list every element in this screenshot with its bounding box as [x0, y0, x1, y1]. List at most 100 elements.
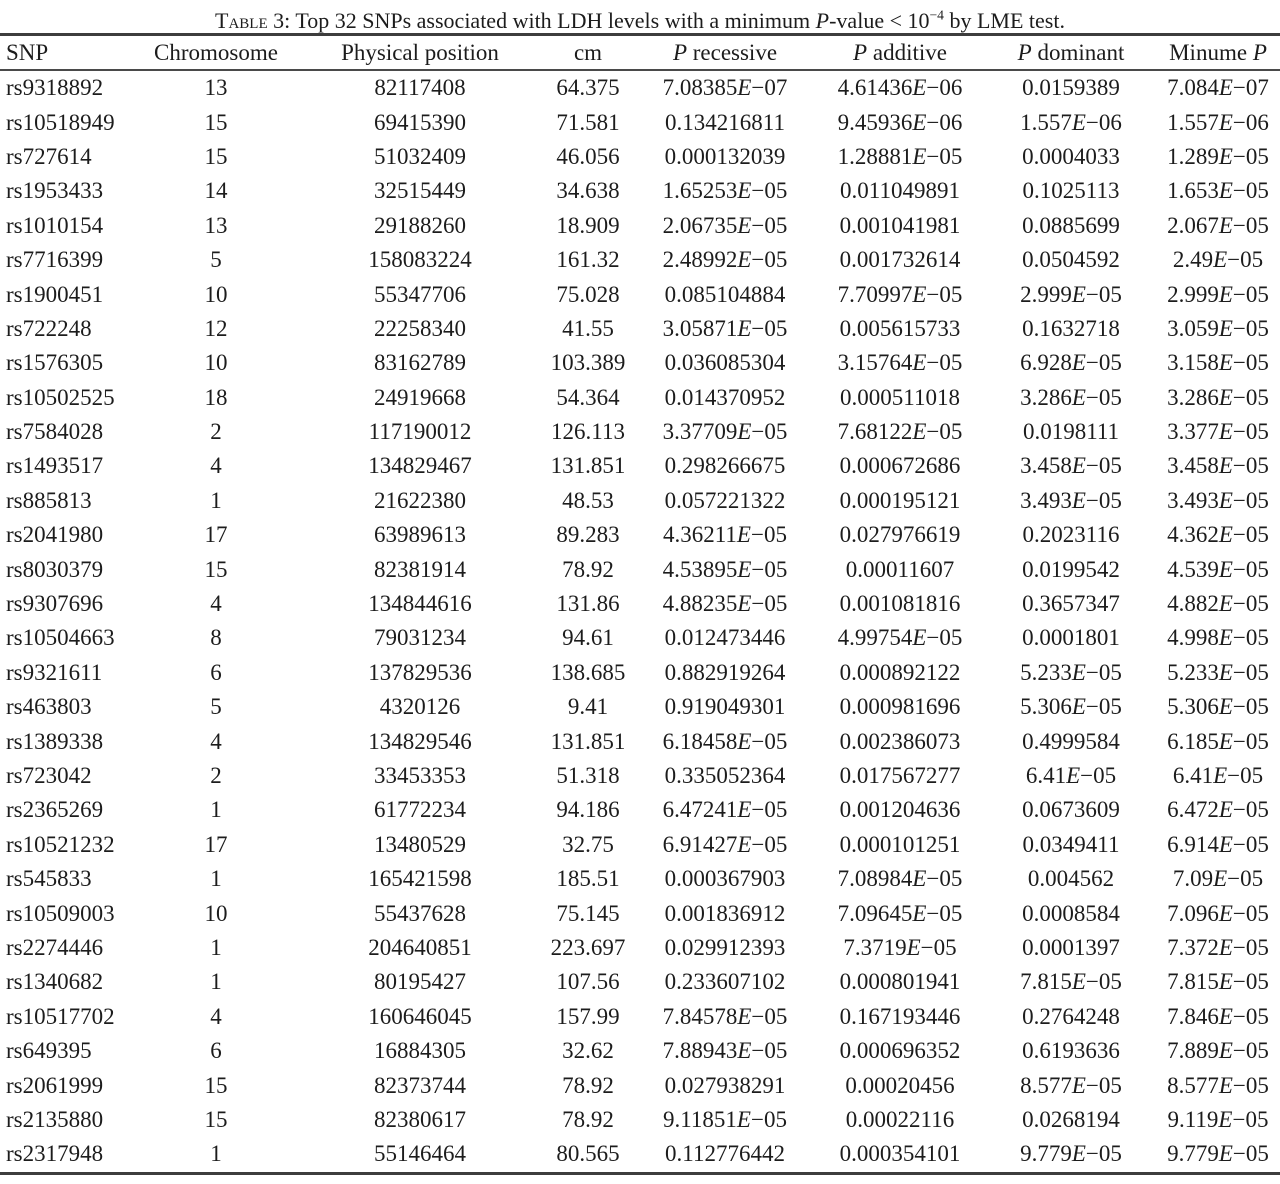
table-row: rs7584028 2 117190012 126.113 3.37709E−05 7.6…	[0, 415, 1280, 449]
column-header-p-recessive: P recessive	[636, 34, 814, 71]
cell-chromosome: 1	[210, 1141, 222, 1167]
cell-p-recessive: 6.91427E−05	[662, 831, 788, 857]
cell-cm: 75.028	[556, 281, 620, 307]
cell-minume-p: 4.998E−05	[1167, 625, 1269, 651]
cell-cm: 94.61	[562, 625, 614, 651]
cell-chromosome: 4	[210, 728, 222, 754]
table-caption: Table 3: Top 32 SNPs associated with LDH…	[215, 7, 1065, 33]
cell-p-recessive: 0.029912393	[664, 934, 786, 960]
table-row: rs723042 2 33453353 51.318 0.335052364 0.0175…	[0, 759, 1280, 793]
cell-snp: rs1953433	[6, 178, 104, 204]
cell-chromosome: 1	[210, 934, 222, 960]
cell-minume-p: 3.286E−05	[1167, 384, 1269, 410]
column-header-cm: cm	[540, 34, 636, 71]
cell-minume-p: 2.999E−05	[1167, 281, 1269, 307]
cell-cm: 32.62	[562, 1038, 614, 1064]
cell-p-recessive: 0.298266675	[664, 453, 786, 479]
cell-p-recessive: 3.37709E−05	[662, 419, 788, 445]
table-row: rs2135880 15 82380617 78.92 9.11851E−05 0.000…	[0, 1103, 1280, 1137]
cell-physical-position: 82117408	[374, 75, 466, 101]
cell-minume-p: 7.846E−05	[1167, 1003, 1269, 1029]
header-row: SNP Chromosome Physical position cm P recess…	[0, 34, 1280, 71]
cell-p-additive: 7.08984E−05	[837, 866, 963, 892]
cell-p-additive: 0.011049891	[840, 178, 960, 204]
cell-p-dominant: 0.3657347	[1022, 591, 1120, 617]
cell-snp: rs10518949	[6, 109, 115, 135]
cell-snp: rs649395	[6, 1038, 92, 1064]
cell-p-recessive: 0.014370952	[664, 384, 786, 410]
cell-chromosome: 4	[210, 1003, 222, 1029]
cell-physical-position: 16884305	[374, 1038, 466, 1064]
cell-p-dominant: 0.0198111	[1022, 419, 1120, 445]
cell-minume-p: 7.084E−07	[1167, 75, 1269, 101]
column-header-snp: SNP	[0, 34, 132, 71]
cell-p-additive: 4.61436E−06	[837, 75, 963, 101]
cell-p-additive: 0.017567277	[839, 763, 961, 788]
cell-cm: 94.186	[556, 797, 620, 823]
cell-cm: 89.283	[556, 522, 620, 548]
table-row: rs10517702 4 160646045 157.99 7.84578E−05 0.1…	[0, 1000, 1280, 1034]
cell-p-recessive: 0.085104884	[664, 281, 786, 307]
cell-chromosome: 10	[204, 350, 228, 376]
cell-p-additive: 7.68122E−05	[837, 419, 963, 445]
cell-p-dominant: 3.493E−05	[1020, 487, 1122, 513]
cell-p-dominant: 0.0673609	[1022, 797, 1120, 823]
cell-chromosome: 4	[210, 453, 222, 479]
cell-cm: 138.685	[550, 659, 626, 685]
cell-chromosome: 5	[210, 694, 222, 720]
cell-p-dominant: 3.458E−05	[1020, 453, 1122, 479]
cell-p-recessive: 6.47241E−05	[662, 797, 788, 823]
cell-minume-p: 5.306E−05	[1167, 694, 1269, 720]
cell-p-recessive: 3.05871E−05	[662, 315, 788, 341]
cell-p-recessive: 4.88235E−05	[662, 591, 788, 617]
cell-p-dominant: 0.6193636	[1022, 1038, 1120, 1064]
cell-physical-position: 55347706	[374, 281, 466, 307]
column-header-p-additive: P additive	[814, 34, 986, 71]
table-row: rs2365269 1 61772234 94.186 6.47241E−05 0.001…	[0, 793, 1280, 827]
table-row: rs7716399 5 158083224 161.32 2.48992E−05 0.00…	[0, 243, 1280, 277]
cell-p-additive: 0.001204636	[839, 797, 961, 823]
cell-minume-p: 7.815E−05	[1167, 969, 1269, 995]
cell-chromosome: 15	[204, 143, 228, 169]
cell-chromosome: 1	[210, 487, 222, 513]
cell-chromosome: 14	[204, 178, 228, 204]
column-header-minume-p: Minume P	[1156, 34, 1280, 71]
cell-p-recessive: 2.48992E−05	[662, 247, 788, 273]
cell-minume-p: 5.233E−05	[1167, 659, 1269, 685]
cell-physical-position: 61772234	[374, 797, 466, 823]
cell-chromosome: 5	[210, 247, 222, 273]
cell-snp: rs10521232	[6, 831, 115, 857]
cell-cm: 32.75	[562, 831, 614, 857]
cell-p-additive: 9.45936E−06	[837, 109, 963, 135]
cell-cm: 34.638	[556, 178, 620, 204]
table-row: rs1493517 4 134829467 131.851 0.298266675 0.0…	[0, 449, 1280, 483]
cell-cm: 161.32	[556, 247, 620, 273]
cell-chromosome: 4	[210, 591, 222, 617]
table-row: rs2061999 15 82373744 78.92 0.027938291 0.000…	[0, 1068, 1280, 1102]
cell-physical-position: 33453353	[374, 763, 466, 788]
cell-p-recessive: 0.134216811	[665, 109, 785, 135]
cell-snp: rs722248	[6, 315, 92, 341]
cell-snp: rs9318892	[6, 75, 104, 101]
cell-p-additive: 7.70997E−05	[837, 281, 963, 307]
table-row: rs10518949 15 69415390 71.581 0.134216811 9.4…	[0, 105, 1280, 139]
cell-p-dominant: 0.0008584	[1022, 900, 1120, 926]
table-row: rs2274446 1 204640851 223.697 0.029912393 7.3…	[0, 931, 1280, 965]
cell-chromosome: 13	[204, 75, 228, 101]
cell-physical-position: 69415390	[374, 109, 466, 135]
cell-p-dominant: 7.815E−05	[1020, 969, 1122, 995]
cell-minume-p: 1.653E−05	[1167, 178, 1269, 204]
cell-chromosome: 17	[204, 522, 228, 548]
cell-cm: 46.056	[556, 143, 620, 169]
cell-snp: rs723042	[6, 763, 92, 788]
cell-cm: 48.53	[562, 487, 614, 513]
table-row: rs1900451 10 55347706 75.028 0.085104884 7.70…	[0, 277, 1280, 311]
cell-p-recessive: 4.36211E−05	[663, 522, 787, 548]
cell-physical-position: 55437628	[374, 900, 466, 926]
cell-snp: rs1340682	[6, 969, 104, 995]
cell-snp: rs1576305	[6, 350, 104, 376]
table-row: rs1576305 10 83162789 103.389 0.036085304 3.1…	[0, 346, 1280, 380]
cell-physical-position: 165421598	[368, 866, 472, 892]
cell-p-dominant: 0.0199542	[1022, 556, 1120, 582]
cell-p-dominant: 0.2023116	[1022, 522, 1120, 548]
